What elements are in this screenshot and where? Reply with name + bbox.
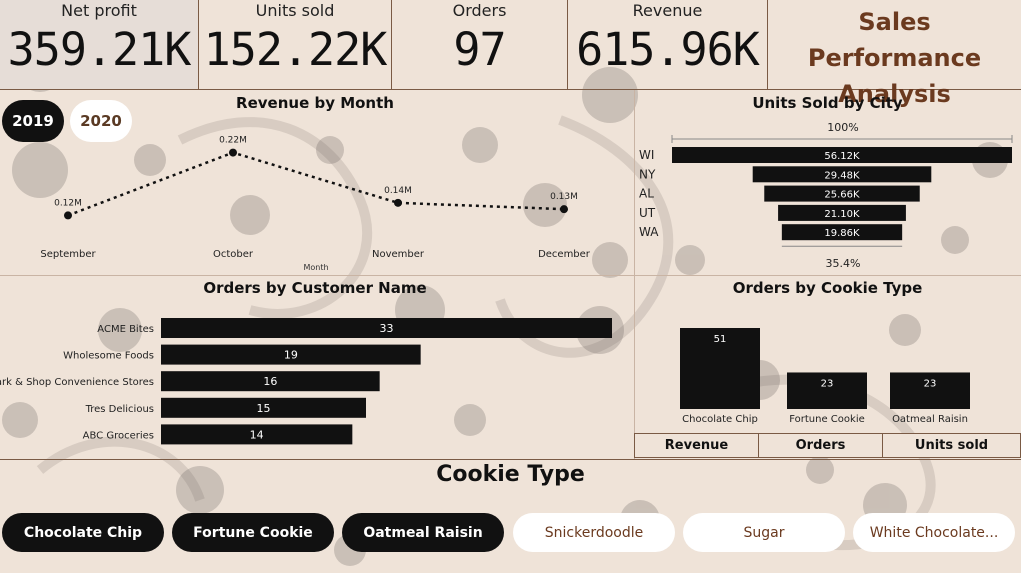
city-category-label: AL	[639, 187, 654, 201]
kpi-label: Revenue	[632, 1, 703, 20]
customer-bar-value: 14	[250, 428, 264, 441]
city-category-label: UT	[639, 206, 656, 220]
city-bar[interactable]	[752, 166, 932, 183]
city-category-label: WA	[639, 225, 659, 239]
revenue-point[interactable]	[64, 211, 72, 220]
revenue-x-tick: September	[40, 249, 96, 260]
cookie-bar-value: 23	[924, 378, 937, 389]
section-divider	[0, 275, 634, 276]
revenue-x-tick: November	[372, 249, 425, 260]
kpi-value: 359.21K	[7, 23, 192, 76]
customer-category-label: ABC Groceries	[83, 430, 154, 441]
customer-bar[interactable]	[161, 318, 612, 338]
revenue-data-label: 0.13M	[550, 192, 578, 202]
year-2020-button[interactable]: 2020	[70, 100, 132, 142]
city-category-label: NY	[639, 167, 656, 181]
city-bar[interactable]	[764, 185, 920, 202]
customer-category-label: ACME Bites	[97, 324, 154, 335]
revenue-point[interactable]	[560, 205, 568, 214]
revenue-by-month-chart: 0.12M September 0.22M October 0.14M November 0…	[40, 136, 591, 272]
dashboard-title: Sales Performance Analysis	[768, 0, 1021, 108]
customer-bar[interactable]	[161, 344, 421, 365]
city-bar[interactable]	[781, 224, 903, 241]
section-divider	[0, 459, 1021, 460]
units-by-city-funnel-chart: 100% 56.12K WI 29.48K NY 25.66K AL 21.10K UT 19.…	[639, 121, 1013, 270]
cookie-bar[interactable]	[890, 372, 970, 409]
cookie-bar[interactable]	[787, 372, 867, 409]
slicer-chocolate-chip-button[interactable]: Chocolate Chip	[2, 513, 164, 552]
revenue-x-tick: December	[538, 249, 591, 260]
kpi-label: Units sold	[255, 1, 335, 20]
city-bar-label: 19.86K	[824, 228, 860, 239]
title-line-2: Analysis	[838, 80, 951, 108]
orders-by-cookie-title: Orders by Cookie Type	[732, 279, 923, 297]
revenue-data-label: 0.12M	[54, 198, 82, 208]
city-category-label: WI	[639, 148, 654, 162]
metric-toggle-revenue[interactable]: Revenue	[634, 433, 759, 458]
cookie-bar-value: 23	[821, 378, 834, 389]
slicer-snickerdoodle-button[interactable]: Snickerdoodle	[513, 513, 675, 552]
customer-bar-value: 15	[257, 402, 271, 415]
customer-bar-value: 16	[263, 375, 277, 388]
cookie-category-label: Oatmeal Raisin	[892, 414, 968, 425]
city-bar-label: 25.66K	[824, 190, 860, 201]
slicer-white-chocolate-button[interactable]: White Chocolate...	[853, 513, 1015, 552]
city-bar-label: 21.10K	[824, 209, 860, 220]
customer-bar-value: 19	[284, 349, 298, 362]
metric-toggle-orders[interactable]: Orders	[758, 433, 883, 458]
kpi-orders: Orders 97	[392, 0, 568, 90]
kpi-net-profit: Net profit 359.21K	[0, 0, 199, 90]
orders-by-cookie-chart: 51 Chocolate Chip 23 Fortune Cookie 23 Oatmea…	[680, 328, 970, 425]
revenue-data-label: 0.14M	[384, 186, 412, 196]
revenue-point[interactable]	[394, 198, 402, 207]
funnel-top-percent: 100%	[827, 121, 858, 134]
kpi-value: 152.22K	[203, 23, 388, 76]
kpi-label: Orders	[452, 1, 507, 20]
customer-bar-value: 33	[380, 322, 394, 335]
customer-category-label: Park & Shop Convenience Stores	[0, 377, 154, 388]
orders-by-customer-chart: 33 ACME Bites 19 Wholesome Foods 16 Park & Sh…	[0, 318, 612, 445]
city-bar-label: 29.48K	[824, 170, 860, 181]
slicer-sugar-button[interactable]: Sugar	[683, 513, 845, 552]
section-divider	[634, 275, 1021, 276]
customer-category-label: Tres Delicious	[85, 404, 154, 415]
customer-bar[interactable]	[161, 371, 380, 392]
cookie-category-label: Fortune Cookie	[789, 414, 865, 425]
title-line-1: Sales Performance	[807, 8, 982, 72]
year-2019-button[interactable]: 2019	[2, 100, 64, 142]
customer-category-label: Wholesome Foods	[63, 351, 154, 362]
units-by-city-title: Units Sold by City	[752, 94, 903, 112]
slicer-oatmeal-raisin-button[interactable]: Oatmeal Raisin	[342, 513, 504, 552]
kpi-value: 615.96K	[576, 23, 760, 76]
revenue-by-month-title: Revenue by Month	[236, 94, 394, 112]
revenue-data-label: 0.22M	[219, 136, 247, 146]
orders-by-customer-title: Orders by Customer Name	[203, 279, 427, 297]
funnel-bottom-percent: 35.4%	[826, 257, 861, 270]
revenue-point[interactable]	[229, 148, 237, 157]
customer-bar[interactable]	[161, 397, 366, 418]
slicer-fortune-cookie-button[interactable]: Fortune Cookie	[172, 513, 334, 552]
cookie-bar[interactable]	[680, 328, 760, 409]
cookie-type-slicer-title: Cookie Type	[436, 462, 585, 487]
kpi-units-sold: Units sold 152.22K	[199, 0, 392, 90]
city-bar[interactable]	[778, 204, 906, 221]
revenue-line	[67, 151, 565, 217]
city-bar[interactable]	[672, 147, 1012, 163]
city-bar-label: 56.12K	[824, 151, 860, 162]
revenue-x-tick: October	[213, 249, 254, 260]
metric-toggle-units-sold[interactable]: Units sold	[882, 433, 1021, 458]
cookie-category-label: Chocolate Chip	[682, 414, 758, 425]
kpi-label: Net profit	[61, 1, 137, 20]
kpi-revenue: Revenue 615.96K	[568, 0, 768, 90]
kpi-value: 97	[453, 23, 506, 76]
customer-bar[interactable]	[161, 424, 353, 445]
revenue-x-axis-label: Month	[303, 263, 328, 272]
cookie-bar-value: 51	[714, 334, 727, 345]
